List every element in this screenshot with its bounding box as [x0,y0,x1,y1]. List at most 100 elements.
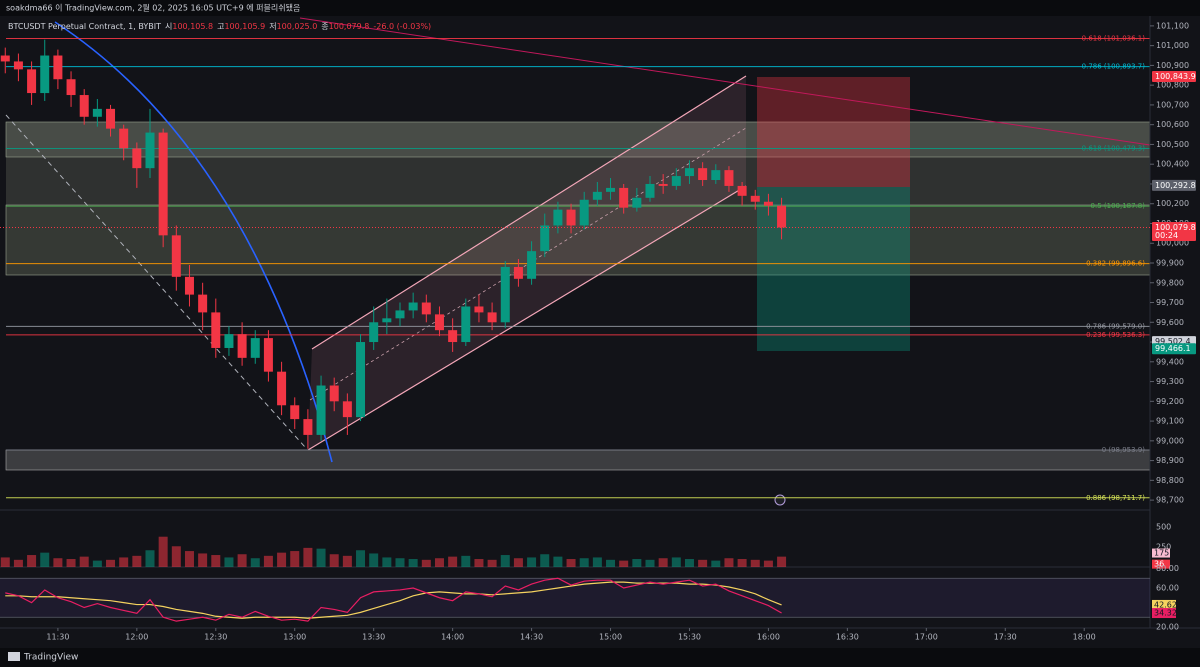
candle-body [53,55,63,80]
x-tick-label: 12:00 [125,633,148,642]
volume-bar [329,554,339,567]
volume-bar [461,555,471,567]
volume-bar [737,559,747,567]
volume-bar [382,557,392,567]
candle-body [40,55,50,94]
price-tag-label: 100,079.8 [1155,223,1196,232]
volume-bar [27,555,37,567]
fib-label: 0.236 (99,536.3) [1086,331,1145,339]
fib-label: 0 (98,953.9) [1102,446,1146,454]
candle-body [290,405,300,420]
candle-body [250,338,260,358]
x-tick-label: 15:30 [678,633,701,642]
volume-bar [395,558,405,567]
volume-bar [316,548,326,567]
volume-bar [421,559,431,567]
volume-bar [13,559,23,567]
price-tag-label: 99,502.4 [1155,337,1191,346]
volume-bar [66,559,76,567]
volume-bar [40,552,50,567]
rsi-line-tag [1152,608,1176,619]
candle-body [487,312,497,323]
volume-bar [684,559,694,567]
candle-body [79,95,89,117]
volume-bar [53,558,63,567]
candle-body [632,197,642,208]
candle-body [27,69,37,94]
candle-body [316,385,326,435]
y-tick-label: 100,900 [1156,61,1189,70]
volume-bar [184,551,194,567]
volume-bar [198,553,208,567]
volume-bar [145,550,155,567]
candle-body [237,334,247,358]
volume-bar [237,554,247,567]
candle-body [750,195,760,202]
candle-body [540,225,550,252]
y-tick-label: 100,800 [1156,81,1189,90]
candle-body [592,191,602,200]
candle-body [671,176,681,186]
candle-body [303,419,313,435]
bottom-bar [0,648,1200,667]
fib-label: 0.618 (101,036.1) [1082,35,1146,43]
price-tag-label: 100,843.9 [1155,72,1196,81]
candle-body [119,128,129,149]
volume-bar [513,558,523,567]
candle-body [737,185,747,196]
candle-body [448,330,458,343]
header: BTCUSDT Perpetual Contract, 1, BYBIT 시100… [8,22,431,31]
ohlc-name: 시 [165,22,172,31]
volume-tag-label: 36 [1154,560,1164,569]
y-tick-label: 101,100 [1156,21,1189,30]
volume-tag [1152,559,1170,569]
price-tag [1152,70,1196,82]
rsi-line [5,577,782,622]
x-tick-label: 12:30 [204,633,227,642]
zone [5,449,1151,471]
price-tag [1152,221,1196,241]
candle-body [711,170,721,181]
volume-bar [408,559,418,567]
x-tick-label: 14:30 [520,633,543,642]
channel-mid [309,127,747,401]
y-tick-label: 99,700 [1156,298,1184,307]
arc [54,21,333,463]
x-tick-label: 13:00 [283,633,306,642]
ohlc-value: 100,105.8 [172,22,213,31]
y-tick-label: 101,000 [1156,41,1189,50]
ohlc-name: 저 [269,22,276,31]
x-tick-label: 16:30 [836,633,859,642]
candle-body [263,338,273,372]
volume-bar [619,560,629,567]
trend-line [5,114,306,448]
ohlc-value: 100,025.0 [277,22,318,31]
volume-bar [671,557,681,567]
volume-bar [763,560,773,567]
volume-bar [106,559,116,567]
volume-tick-label: 500 [1156,523,1171,532]
volume-bar [79,556,89,567]
candle-body [408,302,418,311]
volume-tick-label: 250 [1156,543,1171,552]
volume-bar [500,555,510,567]
event-icon [774,494,786,506]
volume-bar [356,550,366,567]
y-tick-label: 99,300 [1156,377,1184,386]
candle-body [777,205,787,228]
volume-bar [132,555,142,567]
stop-zone [757,77,910,187]
volume-bar [777,556,787,567]
rsi-ma-tag-label: 42.62 [1154,600,1177,609]
volume-bar [592,557,602,567]
y-tick-label: 99,800 [1156,278,1184,287]
publish-note: soakdma66 이 TradingView.com, 2월 02, 2025… [6,3,300,13]
y-tick-label: 100,000 [1156,239,1189,248]
volume-bar [211,555,221,567]
volume-bar [119,557,129,567]
candle-body [132,148,142,169]
candle-body [698,168,708,181]
ohlc-value: 100,079.8 [329,22,370,31]
candle-body [342,401,352,418]
